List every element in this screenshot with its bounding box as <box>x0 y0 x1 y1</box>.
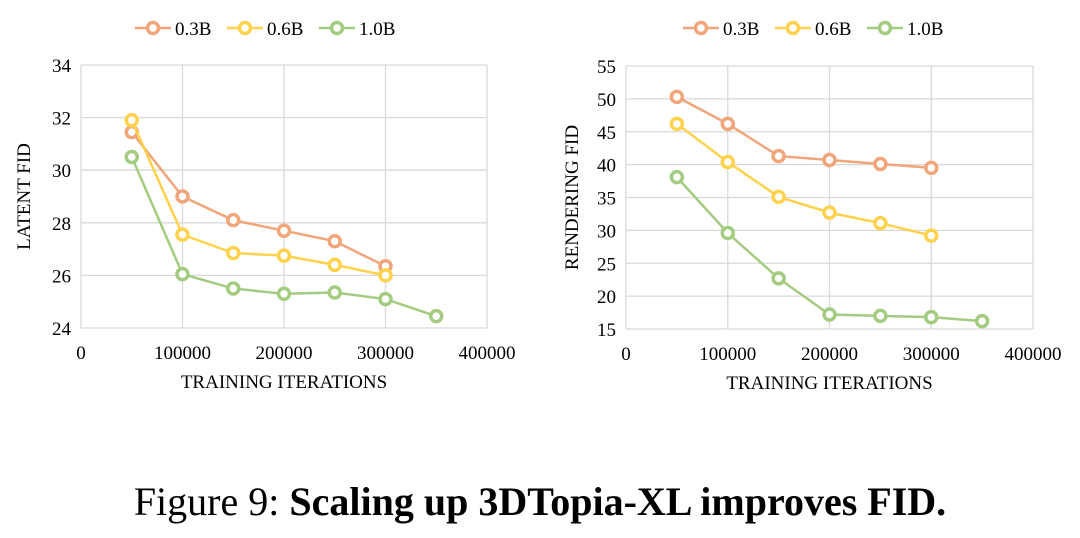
y-axis-label: LATENT FID <box>14 143 35 250</box>
x-tick-label: 400000 <box>459 343 516 364</box>
y-tick-label: 35 <box>597 189 616 210</box>
data-point <box>175 266 190 282</box>
data-point <box>771 271 786 286</box>
y-tick-label: 15 <box>597 320 616 341</box>
series-1.0B <box>124 149 444 324</box>
data-point <box>276 248 292 263</box>
x-tick-label: 0 <box>621 344 631 365</box>
y-tick-label: 25 <box>597 254 616 275</box>
data-point <box>822 307 837 322</box>
chart-1: 24 26 28 30 32 34 0 100000 200000 300000 400000 TRA… <box>14 19 516 393</box>
data-point <box>327 233 342 249</box>
legend-label: 1.0B <box>359 19 395 40</box>
y-tick-label: 34 <box>52 56 72 77</box>
x-tick-label: 200000 <box>256 343 313 364</box>
chart-2: 15 20 25 30 35 40 45 50 55 0 100000 200000 300000 400… <box>562 19 1062 394</box>
x-tick-label: 100000 <box>699 344 756 365</box>
data-point <box>276 286 292 302</box>
data-point <box>175 189 190 204</box>
figure-caption: Figure 9: Scaling up 3DTopia-XL improves… <box>0 478 1080 525</box>
data-point <box>669 89 685 105</box>
caption-prefix: Figure 9: <box>133 479 280 524</box>
data-point <box>226 245 241 261</box>
data-point <box>124 149 139 165</box>
data-point <box>771 148 786 164</box>
y-tick-label: 24 <box>52 319 72 340</box>
data-point <box>175 227 190 242</box>
y-tick-label: 50 <box>597 90 616 111</box>
y-tick-label: 55 <box>597 57 616 78</box>
data-point <box>873 215 888 231</box>
data-point <box>873 156 888 172</box>
data-point <box>124 112 139 128</box>
data-point <box>822 205 837 220</box>
legend-marker <box>877 20 893 36</box>
data-point <box>378 291 393 307</box>
legend-marker <box>237 20 253 36</box>
legend-marker <box>329 20 345 36</box>
data-point <box>720 225 735 241</box>
x-tick-label: 300000 <box>357 343 414 364</box>
legend-label: 1.0B <box>907 19 943 40</box>
y-tick-label: 26 <box>52 266 71 287</box>
series-0.6B <box>669 116 939 243</box>
legend-item: 0.6B <box>227 19 303 40</box>
y-tick-label: 40 <box>597 156 616 177</box>
legend-marker <box>145 20 161 36</box>
data-point <box>327 257 342 273</box>
data-point <box>276 223 292 238</box>
data-point <box>771 189 786 205</box>
x-tick-label: 100000 <box>154 343 211 364</box>
x-axis-label: TRAINING ITERATIONS <box>726 373 932 394</box>
series-line <box>676 122 932 237</box>
data-point <box>720 154 735 170</box>
data-point <box>669 169 685 185</box>
data-point <box>822 152 837 168</box>
y-tick-label: 30 <box>597 221 616 242</box>
x-tick-label: 400000 <box>1005 344 1062 365</box>
y-tick-label: 20 <box>597 287 616 308</box>
data-point <box>974 313 990 329</box>
legend-label: 0.6B <box>267 19 303 40</box>
legend-item: 1.0B <box>319 19 395 40</box>
legend-label: 0.3B <box>723 19 759 40</box>
figure: 24 26 28 30 32 34 0 100000 200000 300000 400000 TRA… <box>14 19 1062 394</box>
data-point <box>429 308 444 324</box>
legend-label: 0.3B <box>175 19 211 40</box>
series-0.3B <box>124 124 393 274</box>
series-line <box>130 119 386 277</box>
data-point <box>327 285 342 300</box>
x-tick-label: 0 <box>76 343 86 364</box>
series-line <box>130 131 387 268</box>
series-1.0B <box>669 169 990 329</box>
legend-label: 0.6B <box>815 19 851 40</box>
data-point <box>226 281 241 296</box>
y-tick-label: 32 <box>52 109 71 130</box>
data-point <box>873 308 888 324</box>
legend-item: 0.6B <box>775 19 851 40</box>
legend-marker <box>693 20 709 36</box>
legend-item: 0.3B <box>135 19 211 40</box>
y-tick-label: 45 <box>597 123 616 144</box>
legend-item: 0.3B <box>683 19 759 40</box>
x-axis-label: TRAINING ITERATIONS <box>181 372 387 393</box>
data-point <box>226 212 241 228</box>
y-tick-label: 30 <box>52 161 71 182</box>
data-point <box>720 116 735 132</box>
series-0.3B <box>669 89 939 176</box>
data-point <box>378 268 393 283</box>
data-point <box>924 228 939 243</box>
data-point <box>669 116 685 132</box>
caption-text: Scaling up 3DTopia-XL improves FID. <box>289 479 947 524</box>
x-tick-label: 200000 <box>801 344 858 365</box>
data-point <box>924 160 939 176</box>
x-tick-label: 300000 <box>903 344 960 365</box>
legend-marker <box>785 20 801 36</box>
series-line <box>676 95 932 170</box>
y-tick-label: 28 <box>52 214 71 235</box>
data-point <box>924 309 939 325</box>
legend-item: 1.0B <box>867 19 943 40</box>
series-0.6B <box>124 112 393 283</box>
y-axis-label: RENDERING FID <box>562 125 583 270</box>
